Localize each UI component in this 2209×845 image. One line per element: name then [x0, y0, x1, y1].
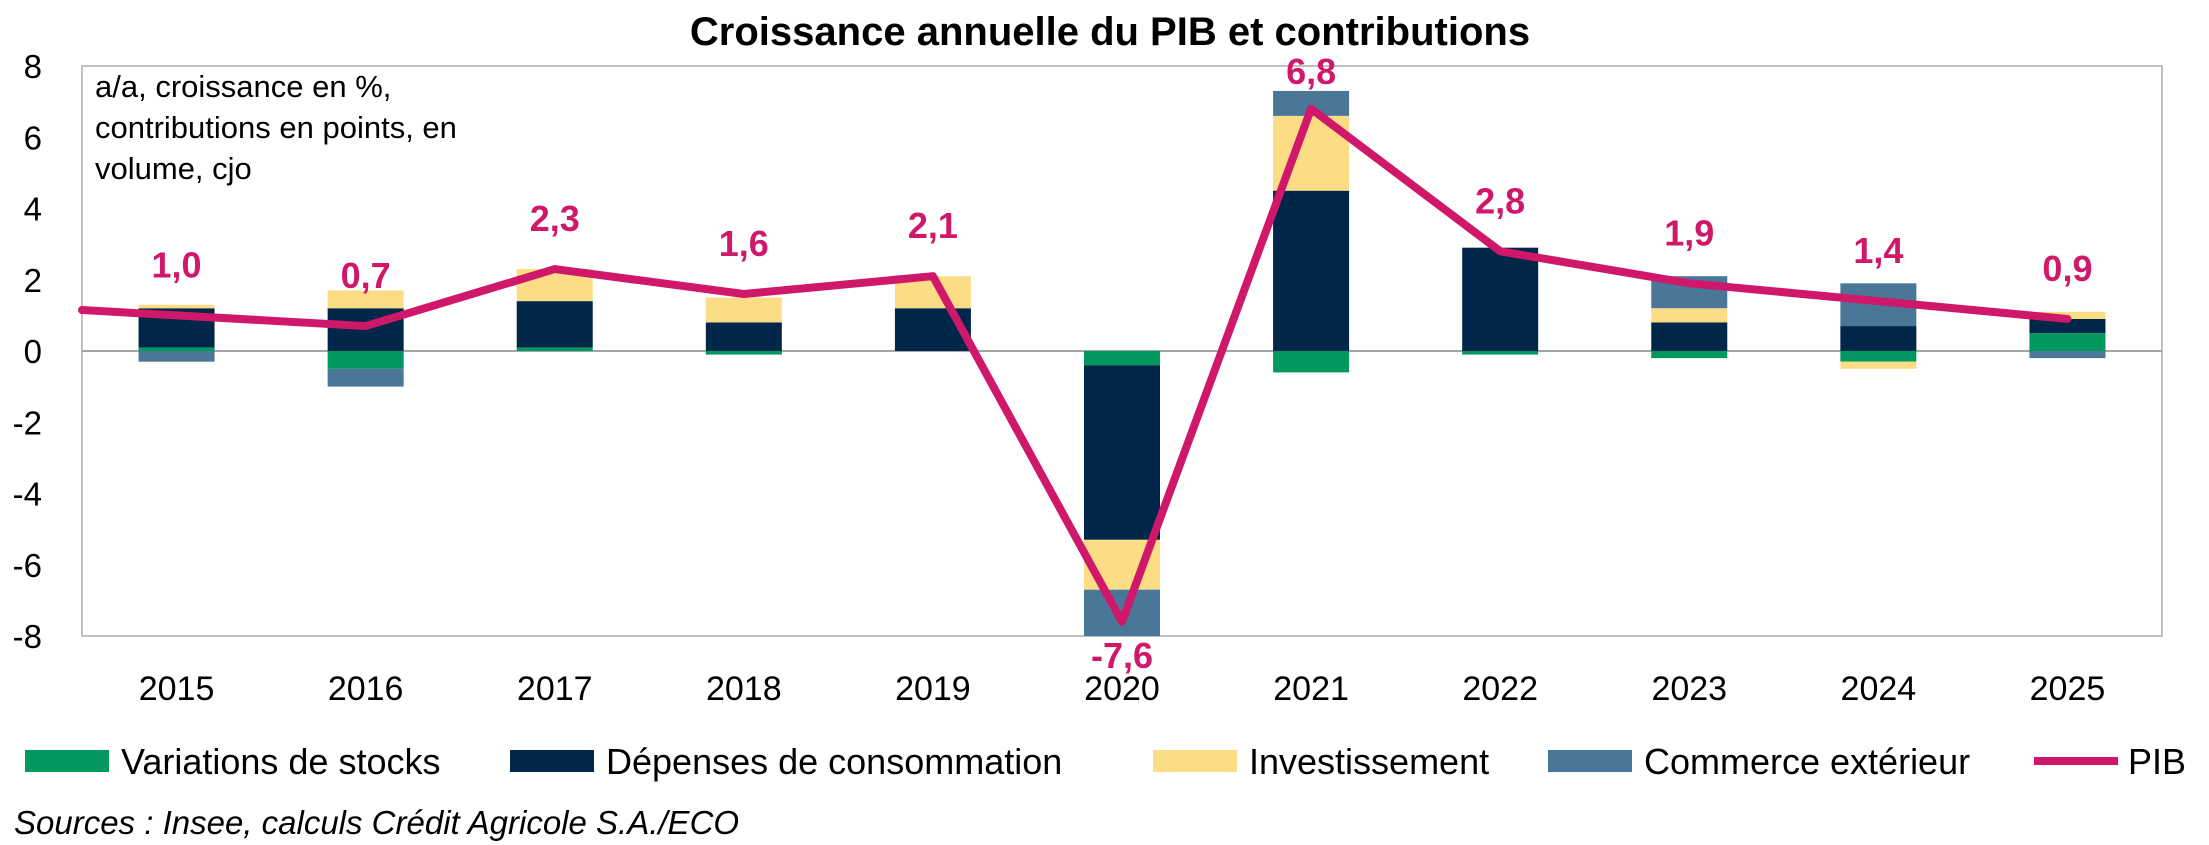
pib-data-label: 1,0 [152, 244, 202, 285]
x-axis: 2015 2016 2017 2018 2019 2020 2021 2022 2023 2024… [139, 670, 2106, 708]
legend-label-consommation: Dépenses de consommation [606, 741, 1062, 782]
pib-data-label: 0,7 [341, 255, 391, 296]
bar-stocks [1084, 351, 1160, 366]
source-note: Sources : Insee, calculs Crédit Agricole… [14, 804, 739, 841]
bar-commerce [138, 351, 215, 362]
x-tick-label: 2015 [139, 670, 215, 708]
bar-stocks [1651, 351, 1728, 359]
bar-consommation [1651, 322, 1728, 351]
bar-investissement [138, 304, 215, 309]
y-tick-label: 6 [24, 119, 42, 156]
bar-consommation [1273, 190, 1350, 351]
bar-investissement [1651, 308, 1728, 323]
y-tick-label: 0 [24, 333, 42, 370]
bar-consommation [516, 301, 593, 348]
pib-data-label: -7,6 [1091, 635, 1153, 676]
x-tick-label: 2023 [1651, 670, 1727, 708]
y-tick-label: 8 [24, 48, 42, 85]
x-tick-label: 2018 [706, 670, 782, 708]
x-tick-label: 2021 [1273, 670, 1349, 708]
chart-title: Croissance annuelle du PIB et contributi… [690, 10, 1530, 54]
bar-consommation [1084, 365, 1160, 540]
bar-commerce [327, 368, 404, 387]
pib-data-label: 1,9 [1664, 212, 1714, 253]
bar-stocks [1840, 351, 1917, 362]
annotation-line-1: a/a, croissance en %, [95, 69, 391, 104]
bar-stocks [705, 351, 782, 355]
bar-consommation [1462, 247, 1539, 351]
annotation-line-2: contributions en points, en [95, 110, 457, 145]
y-tick-label: 2 [24, 262, 42, 299]
pib-data-label: 6,8 [1286, 51, 1336, 92]
legend-swatch-investissement [1153, 750, 1237, 772]
x-tick-label: 2024 [1841, 670, 1917, 708]
pib-data-label: 2,1 [908, 205, 958, 246]
pib-data-label: 1,6 [719, 223, 769, 264]
legend-swatch-commerce [1548, 750, 1632, 772]
legend: Variations de stocks Dépenses de consomm… [25, 741, 2186, 782]
pib-line [78, 104, 2072, 626]
x-tick-label: 2017 [517, 670, 593, 708]
x-tick-label: 2019 [895, 670, 971, 708]
legend-swatch-stocks [25, 750, 109, 772]
legend-label-pib: PIB [2128, 741, 2186, 782]
y-axis: 8 6 4 2 0 -2 -4 -6 -8 [13, 48, 42, 655]
pib-line-layer [78, 104, 2072, 626]
y-tick-label: -4 [13, 476, 42, 513]
chart-annotation: a/a, croissance en %, contributions en p… [95, 69, 466, 186]
bar-consommation [705, 322, 782, 351]
bar-investissement [327, 290, 404, 309]
bar-investissement [705, 297, 782, 323]
x-tick-label: 2022 [1462, 670, 1538, 708]
bars-layer [138, 90, 2106, 636]
bar-stocks [1462, 351, 1539, 355]
annotation-line-3: volume, cjo [95, 151, 252, 186]
legend-swatch-consommation [510, 750, 594, 772]
y-tick-label: -6 [13, 547, 42, 584]
y-tick-label: -8 [13, 618, 42, 655]
bar-stocks [2029, 333, 2106, 351]
bar-stocks [327, 351, 404, 369]
legend-label-commerce: Commerce extérieur [1644, 741, 1970, 782]
pib-data-label: 2,8 [1475, 180, 1525, 221]
pib-data-label: 2,3 [530, 198, 580, 239]
legend-label-stocks: Variations de stocks [121, 741, 440, 782]
bar-consommation [2029, 318, 2106, 334]
x-tick-label: 2025 [2030, 670, 2106, 708]
y-tick-label: -2 [13, 404, 42, 441]
bar-commerce [2029, 351, 2106, 359]
legend-label-investissement: Investissement [1249, 741, 1489, 782]
pib-labels-layer: 1,0 0,7 2,3 1,6 2,1 -7,6 6,8 2,8 1,9 1,4 0,9 [152, 51, 2093, 676]
bar-consommation [1840, 326, 1917, 351]
x-tick-label: 2020 [1084, 670, 1160, 708]
x-tick-label: 2016 [328, 670, 404, 708]
bar-stocks [1273, 351, 1350, 373]
bar-investissement [1840, 361, 1917, 369]
pib-data-label: 1,4 [1853, 230, 1903, 271]
bar-stocks [138, 347, 215, 351]
bar-stocks [516, 347, 593, 351]
y-tick-label: 4 [24, 191, 42, 228]
pib-data-label: 0,9 [2042, 248, 2092, 289]
